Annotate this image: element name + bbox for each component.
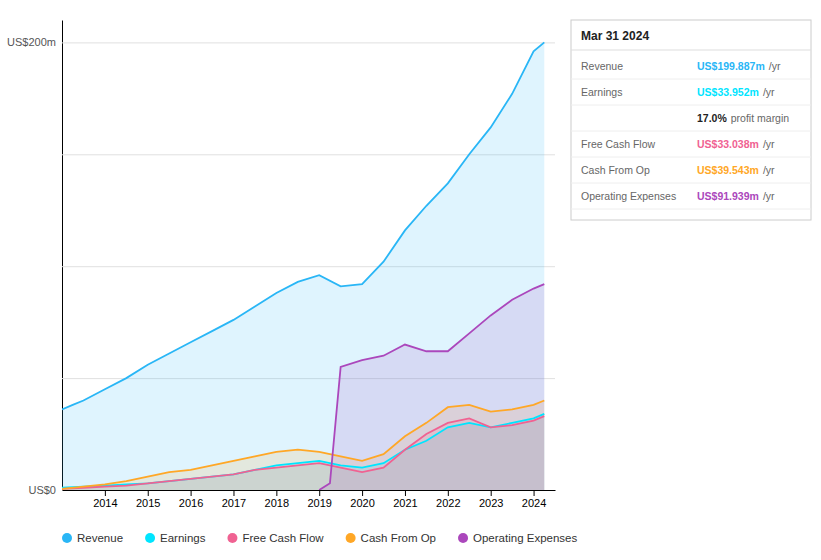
x-tick: 2016 bbox=[179, 490, 203, 509]
x-tick: 2019 bbox=[307, 490, 331, 509]
info-unit: /yr bbox=[763, 86, 775, 98]
x-tick: 2017 bbox=[222, 490, 246, 509]
tick-mark bbox=[534, 490, 535, 496]
tick-label: 2024 bbox=[522, 497, 546, 509]
tick-label: 2018 bbox=[265, 497, 289, 509]
info-unit: /yr bbox=[763, 190, 775, 202]
legend-label: Cash From Op bbox=[361, 532, 436, 544]
x-tick: 2022 bbox=[436, 490, 460, 509]
divider bbox=[571, 131, 811, 132]
legend-label: Earnings bbox=[160, 532, 206, 544]
y-axis bbox=[62, 21, 555, 491]
line bbox=[62, 400, 544, 488]
info-label: Earnings bbox=[581, 86, 622, 98]
line bbox=[319, 284, 544, 490]
tick-mark bbox=[191, 490, 192, 496]
info-unit: /yr bbox=[763, 164, 775, 176]
info-value: US$33.038m bbox=[697, 138, 759, 150]
legend-marker bbox=[458, 533, 468, 543]
x-tick: 2023 bbox=[479, 490, 503, 509]
grid-line bbox=[62, 42, 555, 43]
x-tick: 2015 bbox=[136, 490, 160, 509]
tick-mark bbox=[448, 490, 449, 496]
info-box: Mar 31 2024 Revenue US$199.887m/yr Earnings… bbox=[571, 20, 811, 220]
info-box-title: Mar 31 2024 bbox=[581, 29, 649, 43]
info-unit: /yr bbox=[769, 60, 781, 72]
tick-label: 2017 bbox=[222, 497, 246, 509]
tick-label: 2022 bbox=[436, 497, 460, 509]
tick-label: 2021 bbox=[393, 497, 417, 509]
tick-mark bbox=[319, 490, 320, 496]
x-axis-line bbox=[63, 490, 556, 491]
info-value: US$33.952m bbox=[697, 86, 759, 98]
legend-marker bbox=[227, 533, 237, 543]
divider bbox=[571, 50, 811, 51]
annotation: US$0 bbox=[28, 484, 56, 496]
grid-line bbox=[62, 490, 555, 491]
plot-area bbox=[62, 42, 544, 490]
divider bbox=[571, 79, 811, 80]
info-value: US$199.887m bbox=[697, 60, 765, 72]
tick-label: 2020 bbox=[350, 497, 374, 509]
area bbox=[62, 42, 544, 490]
divider bbox=[571, 209, 811, 210]
info-value: US$91.939m bbox=[697, 190, 759, 202]
legend-marker bbox=[346, 533, 356, 543]
legend: Revenue Earnings Free Cash Flow Cash From O… bbox=[62, 532, 577, 544]
tick-mark bbox=[233, 490, 234, 496]
annotation: US$200m bbox=[7, 36, 56, 48]
y-tick bbox=[62, 42, 555, 43]
info-value: US$39.543m bbox=[697, 164, 759, 176]
tick-label: 2016 bbox=[179, 497, 203, 509]
x-axis: 2014 2015 2016 2017 2018 2019 2020 2021 2022 2023… bbox=[63, 490, 556, 509]
x-tick: 2018 bbox=[265, 490, 289, 509]
legend-label: Free Cash Flow bbox=[242, 532, 324, 544]
tick-label: 2023 bbox=[479, 497, 503, 509]
x-tick: 2014 bbox=[93, 490, 117, 509]
tick-label: 2014 bbox=[93, 497, 117, 509]
y-tick bbox=[62, 490, 555, 491]
divider bbox=[571, 183, 811, 184]
tick-mark bbox=[362, 490, 363, 496]
info-label: Revenue bbox=[581, 60, 623, 72]
info-label: Operating Expenses bbox=[581, 190, 676, 202]
divider bbox=[571, 157, 811, 158]
info-label: Cash From Op bbox=[581, 164, 650, 176]
chart: 2014 2015 2016 2017 2018 2019 2020 2021 2022 2023… bbox=[0, 0, 821, 560]
tick-label: 2015 bbox=[136, 497, 160, 509]
info-box-frame bbox=[571, 20, 811, 220]
x-tick: 2021 bbox=[393, 490, 417, 509]
line bbox=[62, 416, 544, 489]
legend-label: Revenue bbox=[77, 532, 123, 544]
info-value: 17.0% bbox=[697, 112, 727, 124]
info-unit: /yr bbox=[763, 138, 775, 150]
legend-label: Operating Expenses bbox=[473, 532, 577, 544]
info-label: Free Cash Flow bbox=[581, 138, 656, 150]
x-tick: 2020 bbox=[350, 490, 374, 509]
legend-marker bbox=[145, 533, 155, 543]
tick-mark bbox=[105, 490, 106, 496]
tick-label: 2019 bbox=[307, 497, 331, 509]
x-tick: 2024 bbox=[522, 490, 546, 509]
tick-mark bbox=[148, 490, 149, 496]
tick-mark bbox=[491, 490, 492, 496]
legend-marker bbox=[62, 533, 72, 543]
info-unit: profit margin bbox=[731, 112, 790, 124]
tick-mark bbox=[276, 490, 277, 496]
tick-mark bbox=[405, 490, 406, 496]
divider bbox=[571, 105, 811, 106]
line bbox=[62, 42, 544, 409]
